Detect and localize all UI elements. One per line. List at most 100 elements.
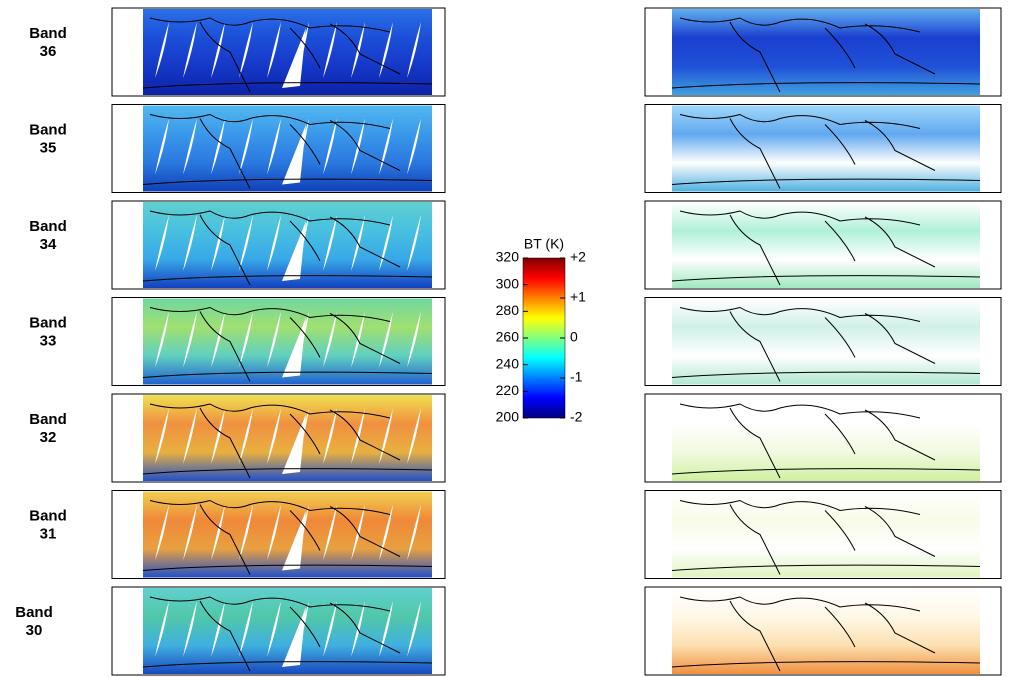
band-label: Band	[29, 121, 67, 138]
map-image	[672, 105, 980, 192]
coastline	[671, 113, 981, 189]
band-label: Band	[29, 314, 67, 331]
swath-gap	[155, 311, 169, 368]
swath-gap	[183, 22, 197, 78]
swath-gap	[282, 221, 306, 281]
colorbar-diff-tick-label: +1	[570, 289, 586, 305]
swath-gap	[267, 504, 281, 561]
swath-gap	[239, 215, 253, 271]
swath-gap	[211, 311, 225, 368]
colorbar-tick-label: 280	[496, 302, 520, 318]
swath-gap	[407, 408, 421, 464]
swath-gap	[239, 22, 253, 78]
colorbar-tick-label: 260	[496, 329, 520, 345]
colorbar-tick-label: 240	[496, 355, 520, 371]
coastline	[671, 17, 981, 93]
swath-gap	[379, 311, 393, 368]
band-number: 32	[40, 429, 57, 446]
band-label: Band	[15, 604, 53, 621]
band-number: 31	[40, 525, 57, 542]
coastline	[142, 306, 433, 382]
swath-gap	[155, 118, 169, 175]
band-number: 34	[40, 236, 57, 253]
map-image	[672, 9, 980, 95]
swath-gap	[407, 601, 421, 657]
swath-gap	[323, 601, 337, 657]
swath-gap	[323, 504, 337, 561]
swath-gap	[211, 22, 225, 78]
colorbar-diff-tick-label: +2	[570, 249, 586, 265]
coastline	[671, 306, 981, 382]
swath-gap	[239, 118, 253, 175]
swath-gap	[282, 607, 306, 667]
colorbar-tick-label: 200	[496, 409, 520, 425]
swath-gap	[267, 311, 281, 368]
map-image	[672, 395, 980, 481]
swath-gap	[323, 118, 337, 175]
swath-gap	[323, 215, 337, 271]
coastline	[142, 403, 433, 479]
colorbar-tick-label: 300	[496, 275, 520, 291]
swath-gap	[183, 408, 197, 464]
swath-gap	[183, 311, 197, 368]
swath-gap	[379, 601, 393, 657]
swath-gap	[155, 22, 169, 78]
swath-gap	[183, 504, 197, 561]
swath-gap	[267, 118, 281, 175]
swath-gap	[379, 118, 393, 175]
swath-gap	[282, 124, 306, 185]
band-number: 33	[40, 332, 57, 349]
swath-gap	[155, 504, 169, 561]
swath-gap	[239, 311, 253, 368]
swath-gap	[407, 22, 421, 78]
swath-gap	[379, 22, 393, 78]
swath-gap	[323, 311, 337, 368]
colorbar-tick-label: 220	[496, 382, 520, 398]
band-label: Band	[29, 25, 67, 42]
colorbar-diff-tick-label: 0	[570, 329, 578, 345]
swath-gap	[155, 408, 169, 464]
map-image	[672, 202, 980, 288]
coastline	[142, 17, 433, 93]
swath-gap	[282, 510, 306, 571]
colorbar-diff-tick-label: -1	[570, 369, 583, 385]
colorbar-title: BT (K)	[524, 236, 564, 252]
band-label: Band	[29, 411, 67, 428]
swath-gap	[267, 215, 281, 271]
swath-gap	[211, 215, 225, 271]
swath-gap	[211, 504, 225, 561]
coastline	[142, 113, 433, 189]
band-label: Band	[29, 218, 67, 235]
coastline	[142, 596, 433, 672]
swath-gap	[379, 215, 393, 271]
colorbar-tick-label: 320	[496, 249, 520, 265]
coastline	[671, 403, 981, 479]
swath-gap	[239, 504, 253, 561]
swath-gap	[323, 22, 337, 78]
map-image	[672, 588, 980, 674]
swath-gap	[282, 414, 306, 474]
band-number: 36	[40, 43, 57, 60]
swath-gap	[323, 408, 337, 464]
swath-gap	[267, 408, 281, 464]
swath-gap	[407, 504, 421, 561]
map-image	[672, 298, 980, 385]
swath-gap	[211, 408, 225, 464]
swath-gap	[211, 118, 225, 175]
coastline	[671, 210, 981, 286]
coastline	[142, 210, 433, 286]
swath-gap	[282, 28, 306, 88]
swath-gap	[379, 504, 393, 561]
swath-gap	[407, 311, 421, 368]
coastline	[671, 596, 981, 672]
swath-gap	[267, 22, 281, 78]
swath-gap	[267, 601, 281, 657]
band-number: 30	[26, 622, 43, 639]
map-image	[672, 491, 980, 578]
swath-gap	[239, 601, 253, 657]
swath-gap	[155, 601, 169, 657]
swath-gap	[183, 215, 197, 271]
swath-gap	[239, 408, 253, 464]
